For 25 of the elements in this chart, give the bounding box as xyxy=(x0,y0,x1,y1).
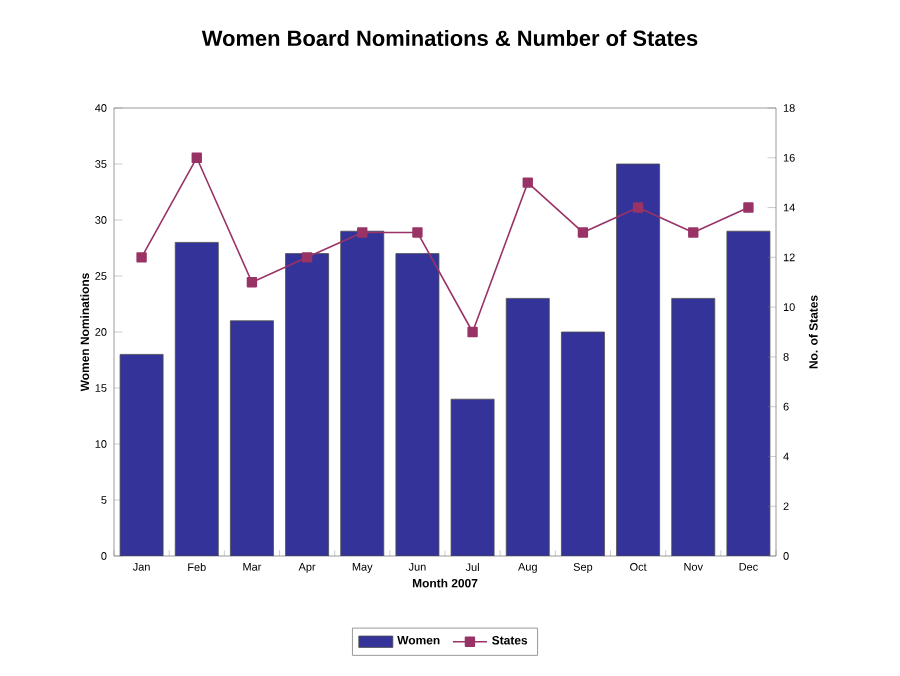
bar xyxy=(505,298,550,556)
bar xyxy=(726,230,771,556)
point xyxy=(301,252,313,263)
point xyxy=(412,227,423,238)
point xyxy=(632,202,644,213)
point xyxy=(246,277,258,288)
point xyxy=(577,227,589,238)
bar xyxy=(285,253,329,556)
point xyxy=(688,227,699,238)
chart-title: Women Board Nominations & Number of States xyxy=(201,29,698,47)
bar xyxy=(616,163,660,556)
bar xyxy=(671,298,716,556)
point xyxy=(357,227,368,238)
point xyxy=(467,326,478,338)
bar xyxy=(119,354,164,556)
bar xyxy=(230,320,274,556)
bar xyxy=(340,230,385,556)
bar xyxy=(174,242,219,556)
bar xyxy=(395,253,440,556)
bar xyxy=(450,398,495,556)
point xyxy=(743,202,754,213)
point xyxy=(522,177,533,188)
point xyxy=(136,252,147,263)
bar xyxy=(561,331,605,556)
point xyxy=(191,152,202,163)
